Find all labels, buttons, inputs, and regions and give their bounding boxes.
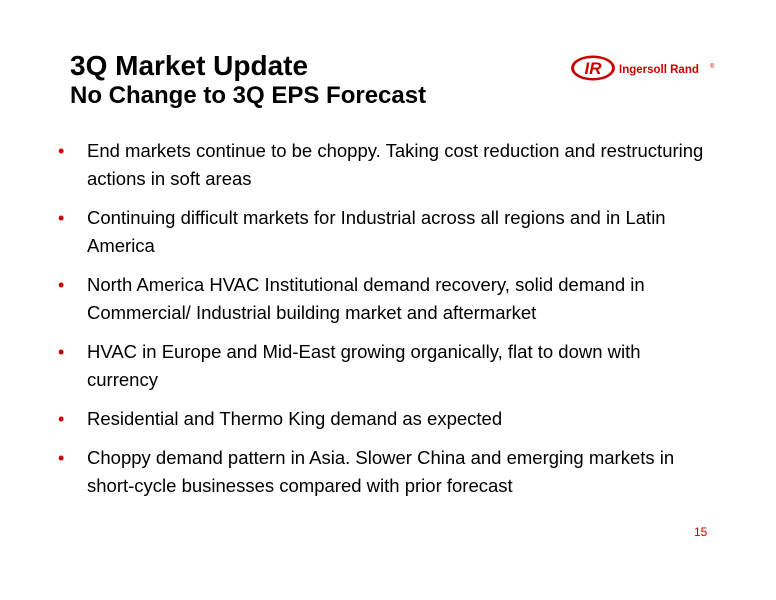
logo-text: Ingersoll Rand [619, 64, 699, 76]
bullet-text: HVAC in Europe and Mid-East growing orga… [87, 341, 641, 390]
bullet-item: • End markets continue to be choppy. Tak… [58, 137, 708, 193]
bullet-text: Continuing difficult markets for Industr… [87, 207, 666, 256]
bullet-item: • Residential and Thermo King demand as … [58, 405, 708, 433]
bullet-text: North America HVAC Institutional demand … [87, 274, 645, 323]
slide-title: 3Q Market Update [70, 50, 309, 81]
bullet-icon: • [58, 409, 65, 429]
bullet-item: • North America HVAC Institutional deman… [58, 271, 708, 327]
ingersoll-rand-logo: IR Ingersoll Rand ® [569, 54, 717, 82]
bullet-icon: • [58, 141, 65, 161]
bullet-text: Residential and Thermo King demand as ex… [87, 408, 503, 429]
bullet-icon: • [58, 275, 65, 295]
bullet-item: • Continuing difficult markets for Indus… [58, 204, 708, 260]
bullet-text: Choppy demand pattern in Asia. Slower Ch… [87, 447, 675, 496]
bullet-icon: • [58, 342, 65, 362]
bullet-icon: • [58, 208, 65, 228]
page-number: 15 [694, 525, 708, 539]
bullet-item: • HVAC in Europe and Mid-East growing or… [58, 338, 708, 394]
bullet-text: End markets continue to be choppy. Takin… [87, 140, 704, 189]
logo-registered: ® [710, 63, 715, 70]
bullet-item: • Choppy demand pattern in Asia. Slower … [58, 444, 708, 500]
logo-mark: IR [585, 59, 603, 78]
bullet-icon: • [58, 448, 65, 468]
bullet-list: • End markets continue to be choppy. Tak… [58, 137, 708, 511]
slide-subtitle: No Change to 3Q EPS Forecast [70, 82, 427, 109]
